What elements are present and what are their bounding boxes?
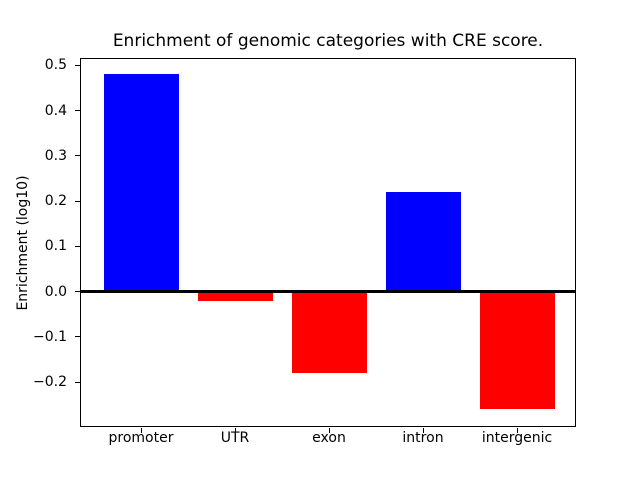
bar-intergenic <box>479 291 555 410</box>
y-tick-mark <box>75 336 80 338</box>
y-tick-label: 0.5 <box>44 57 67 74</box>
y-tick-mark <box>75 291 80 293</box>
x-tick-label: UTR <box>220 430 250 446</box>
bar-intron <box>385 192 461 292</box>
x-tick-mark <box>140 427 142 433</box>
x-tick-label: intron <box>402 430 444 446</box>
x-tick-label: intergenic <box>481 430 553 446</box>
y-tick-mark <box>75 110 80 112</box>
y-tick-label: 0.2 <box>44 193 67 210</box>
y-tick-mark <box>75 245 80 247</box>
x-tick-mark <box>234 427 236 433</box>
y-tick-label: 0.3 <box>44 147 67 164</box>
zero-line <box>80 290 576 294</box>
y-tick-mark <box>75 155 80 157</box>
y-tick-label: −0.1 <box>33 328 67 345</box>
bar-promoter <box>103 74 179 292</box>
y-tick-label: −0.2 <box>33 374 67 391</box>
chart-title: Enrichment of genomic categories with CR… <box>112 31 544 51</box>
y-tick-label: 0.0 <box>44 283 67 300</box>
bar-exon <box>291 291 367 374</box>
y-tick-mark <box>75 381 80 383</box>
y-tick-label: 0.4 <box>44 102 67 119</box>
y-tick-mark <box>75 64 80 66</box>
y-tick-mark <box>75 200 80 202</box>
y-tick-label: 0.1 <box>44 238 67 255</box>
x-tick-mark <box>516 427 518 433</box>
x-tick-mark <box>422 427 424 433</box>
x-tick-mark <box>328 427 330 433</box>
x-tick-label: exon <box>312 430 346 446</box>
x-tick-label: promoter <box>108 430 174 446</box>
bar-UTR <box>197 291 273 301</box>
